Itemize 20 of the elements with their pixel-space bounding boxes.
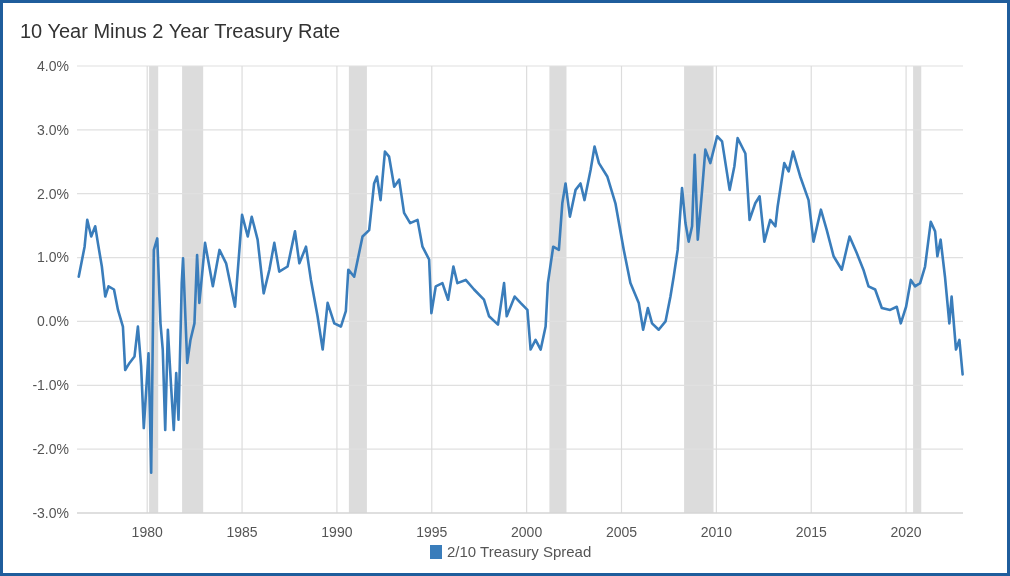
legend-label: 2/10 Treasury Spread (447, 543, 592, 560)
x-tick-label: 2005 (605, 524, 638, 540)
chart-title: 10 Year Minus 2 Year Treasury Rate (20, 20, 341, 42)
y-tick-label: 3.0% (37, 121, 69, 138)
x-tick-label: 2010 (700, 524, 733, 540)
y-tick-label: 1.0% (37, 249, 69, 266)
y-tick-label: 4.0% (37, 57, 69, 74)
y-tick-label: -2.0% (32, 441, 69, 458)
line-series (77, 134, 964, 475)
y-tick-label: -1.0% (32, 377, 69, 394)
y-tick-label: 0.0% (37, 313, 69, 330)
x-tick-label: 1980 (131, 524, 163, 540)
y-tick-label: -3.0% (32, 504, 69, 521)
x-tick-label: 2015 (795, 524, 827, 540)
x-tick-label: 1990 (321, 524, 353, 540)
y-tick-label: 2.0% (37, 185, 69, 202)
x-tick-label: 1985 (226, 524, 258, 540)
x-tick-label: 1995 (416, 524, 448, 540)
x-tick-label: 2000 (511, 524, 543, 540)
x-tick-label: 2020 (890, 524, 922, 540)
